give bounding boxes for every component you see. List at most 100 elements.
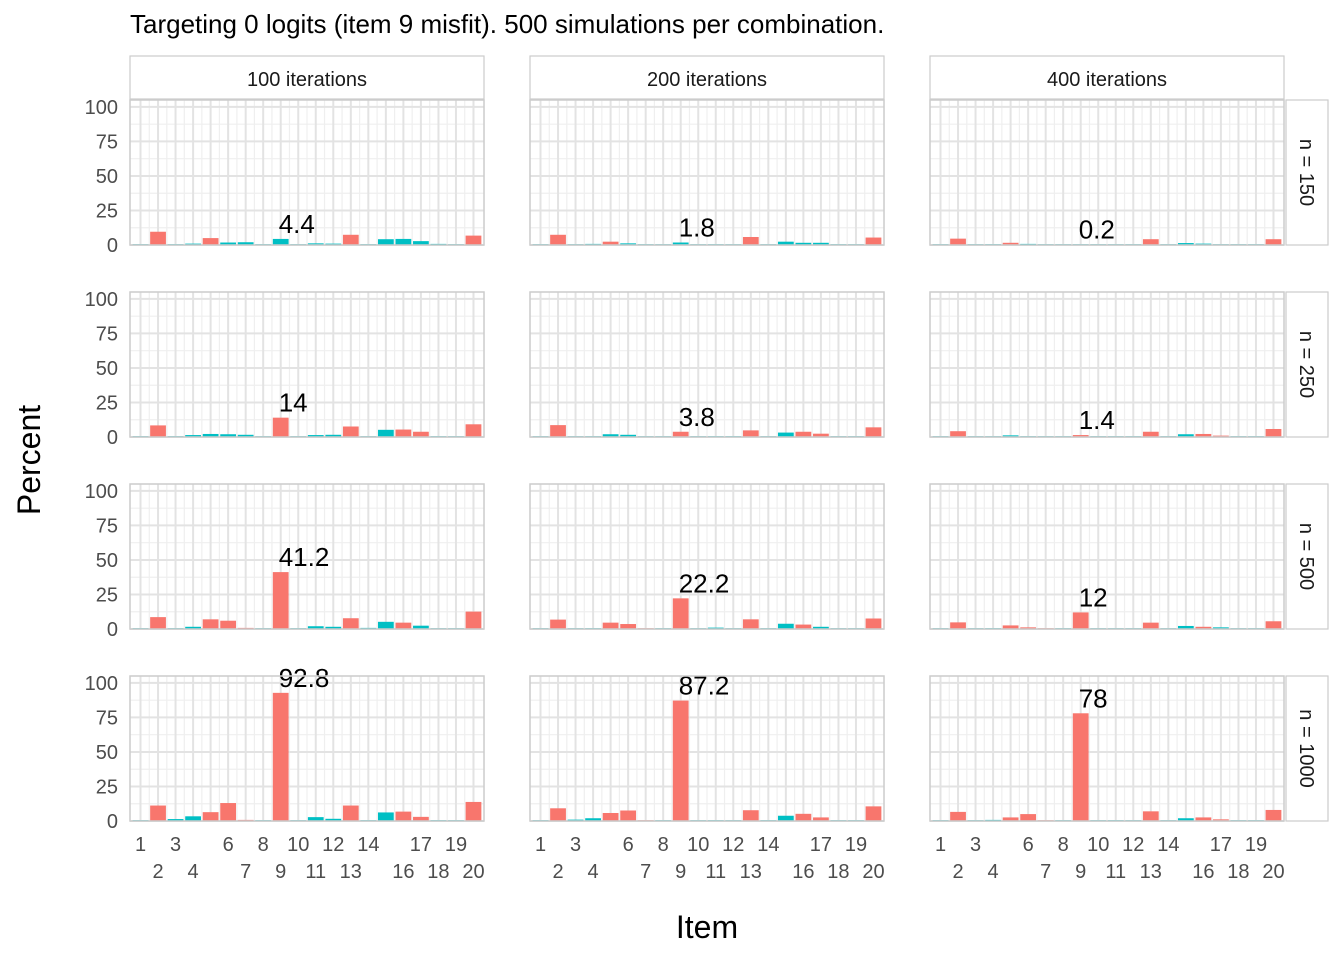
bar [202, 433, 219, 437]
panel-border [529, 675, 885, 822]
x-tick-label: 6 [223, 834, 234, 856]
bar [342, 618, 359, 629]
bar [1072, 435, 1089, 437]
bar [1265, 428, 1282, 437]
y-tick-label: 0 [107, 619, 118, 641]
bar [272, 692, 289, 821]
bar [1072, 612, 1089, 629]
bar [1265, 239, 1282, 245]
y-tick-label: 0 [107, 811, 118, 833]
panel-border [129, 291, 485, 438]
y-tick-label: 25 [96, 200, 118, 222]
bar [202, 238, 219, 245]
y-tick-label: 75 [96, 515, 118, 537]
y-axis-label: Percent [11, 405, 47, 515]
bar [377, 621, 394, 629]
bar [550, 234, 566, 245]
x-tick-label: 18 [1227, 861, 1249, 883]
bar [272, 238, 289, 245]
x-tick-label: 4 [988, 861, 999, 883]
bar [795, 242, 812, 245]
data-label: 41.2 [279, 542, 330, 572]
y-tick-label: 50 [96, 550, 118, 572]
facet-row-label: n = 1000 [1295, 709, 1317, 787]
facet-panel: 0.2 [929, 99, 1285, 246]
facet-column-label: 400 iterations [1047, 69, 1167, 91]
bar [342, 234, 359, 245]
panel-border [529, 99, 885, 246]
bar [325, 434, 342, 437]
bar [1020, 814, 1037, 821]
bar [1002, 817, 1019, 821]
x-tick-label: 3 [170, 834, 181, 856]
bar [795, 431, 812, 437]
bar [1195, 817, 1212, 821]
bar [950, 238, 966, 245]
data-label: 3.8 [679, 402, 715, 432]
bar [1177, 625, 1194, 629]
x-tick-label: 17 [1210, 834, 1232, 856]
bar [342, 426, 359, 437]
x-tick-label: 17 [410, 834, 432, 856]
facet-panel: 87.2 [529, 671, 885, 822]
x-tick-label: 8 [258, 834, 269, 856]
y-tick-label: 100 [85, 289, 118, 311]
bar [413, 625, 429, 629]
panel-border [929, 99, 1285, 246]
y-tick-label: 75 [96, 323, 118, 345]
x-tick-label: 9 [1075, 861, 1086, 883]
y-tick-label: 25 [96, 776, 118, 798]
bar [672, 700, 689, 821]
x-tick-label: 14 [1157, 834, 1179, 856]
bar [1142, 622, 1159, 629]
bar [950, 431, 966, 437]
bar [777, 815, 794, 821]
bar [602, 622, 619, 629]
bar [220, 434, 237, 437]
bar [1142, 811, 1159, 821]
x-tick-label: 6 [623, 834, 634, 856]
bar [307, 243, 324, 245]
panel-border [929, 675, 1285, 822]
x-tick-label: 18 [827, 861, 849, 883]
panel-border [129, 675, 485, 822]
y-tick-label: 25 [96, 584, 118, 606]
bar [602, 434, 619, 437]
bar [395, 622, 412, 629]
x-tick-label: 10 [1087, 834, 1109, 856]
bar [620, 243, 637, 245]
bar [813, 433, 829, 437]
chart-title: Targeting 0 logits (item 9 misfit). 500 … [130, 9, 884, 39]
bar [307, 817, 324, 821]
x-tick-label: 20 [1262, 861, 1284, 883]
facet-column-label: 200 iterations [647, 69, 767, 91]
bar [1265, 621, 1282, 629]
panel-border [129, 483, 485, 630]
x-tick-label: 4 [588, 861, 599, 883]
bar [167, 819, 184, 821]
x-tick-label: 13 [1140, 861, 1162, 883]
x-tick-label: 20 [462, 861, 484, 883]
bar [865, 806, 882, 821]
facet-row-label: n = 500 [1295, 523, 1317, 590]
x-tick-label: 14 [757, 834, 779, 856]
facet-panel: 4.4 0 25 50 75 100 [85, 97, 485, 257]
x-tick-label: 3 [970, 834, 981, 856]
bar [1177, 434, 1194, 437]
data-label: 78 [1079, 683, 1108, 713]
bar [777, 623, 794, 629]
x-tick-label: 11 [705, 861, 726, 883]
bar [202, 812, 219, 821]
x-tick-label: 11 [1105, 861, 1126, 883]
facet-panel: 12 [929, 483, 1285, 630]
bar [1002, 242, 1019, 245]
bar [865, 427, 882, 437]
bar [777, 241, 794, 245]
bar [202, 619, 219, 629]
facet-row-label: n = 150 [1295, 139, 1317, 206]
bar [795, 624, 812, 629]
bar [602, 241, 619, 245]
x-tick-label: 16 [392, 861, 414, 883]
x-tick-label: 6 [1023, 834, 1034, 856]
panel-border [129, 99, 485, 246]
